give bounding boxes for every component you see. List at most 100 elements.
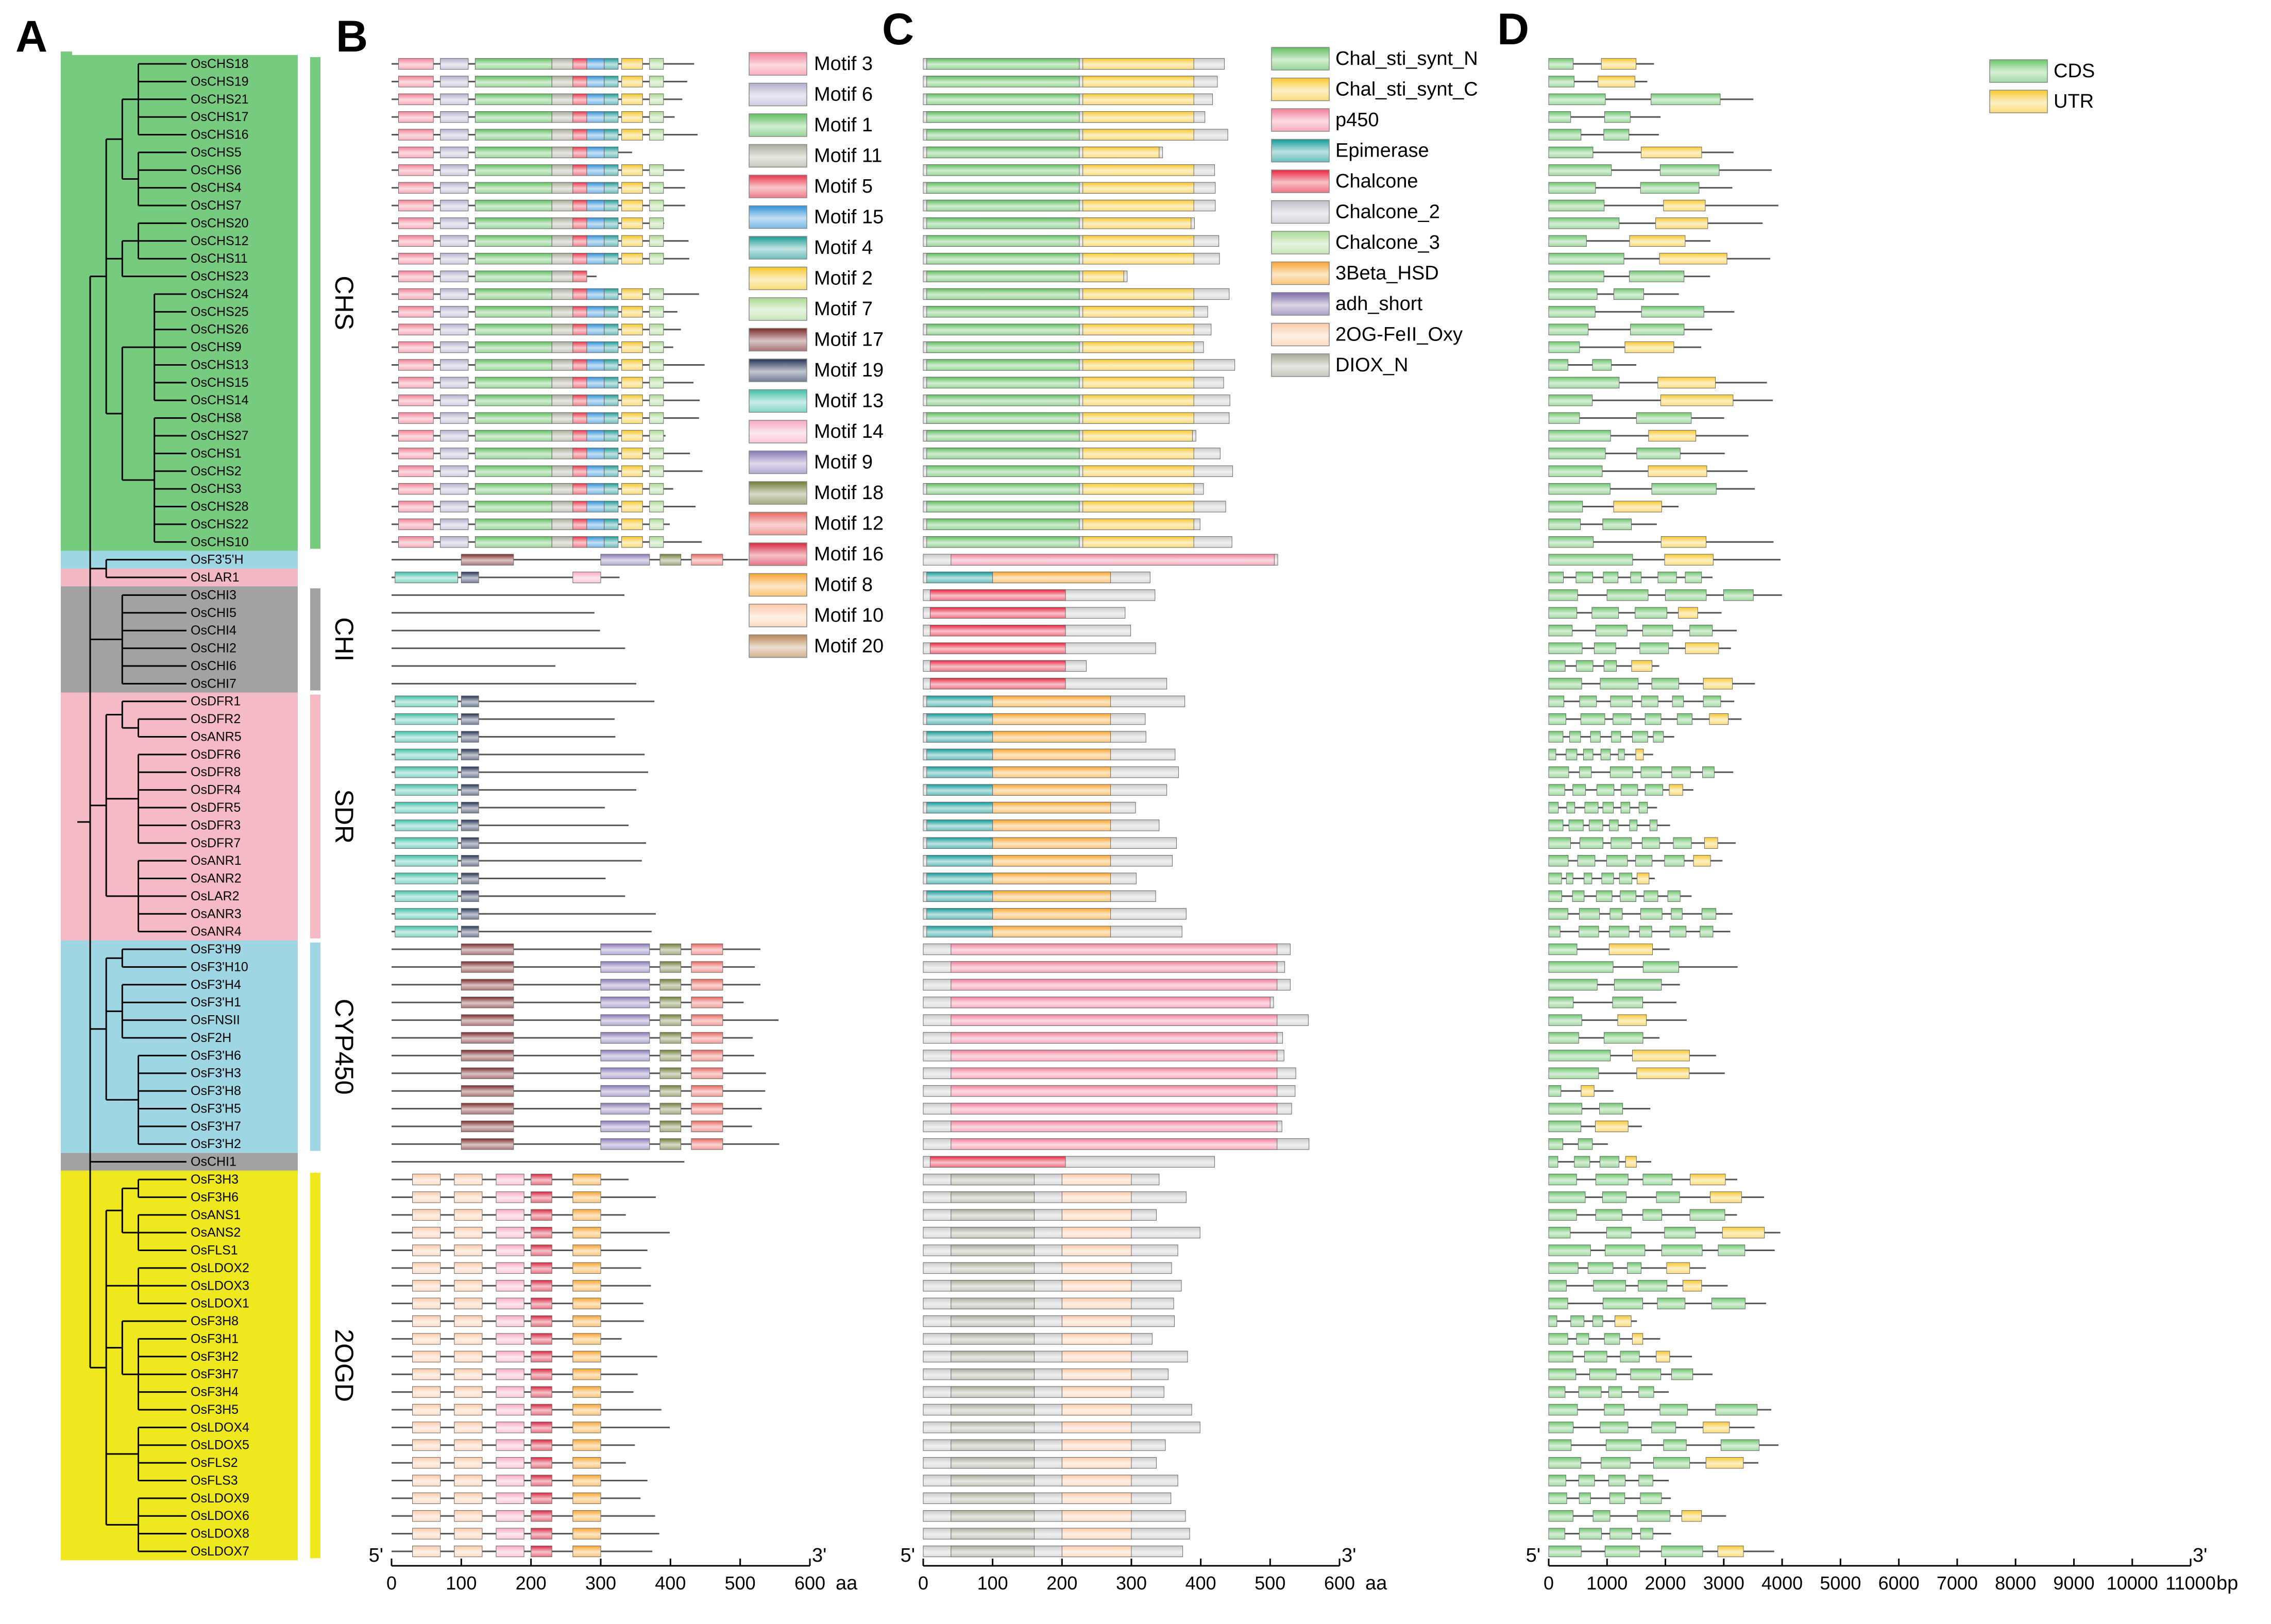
motif-box (398, 306, 434, 318)
gene-label: OsCHS16 (191, 128, 249, 142)
motif-box (621, 483, 643, 495)
motif-box (586, 129, 605, 141)
panel-letter-c: C (882, 5, 914, 54)
gene-label: OsF3'H6 (191, 1048, 241, 1063)
exon-box (1635, 854, 1653, 867)
domain-box (926, 518, 1080, 531)
motif-box (440, 235, 469, 247)
domain-box (1082, 111, 1194, 123)
clade-label-chs: CHS (330, 276, 359, 330)
gene-tick-label: 5000 (1820, 1572, 1861, 1594)
motif-box (440, 182, 469, 194)
gene-tick-label: 9000 (2053, 1572, 2094, 1594)
exon-box (1640, 908, 1663, 920)
domain-box (1061, 1244, 1132, 1256)
motif-box (496, 1226, 524, 1239)
motif-box (412, 1404, 441, 1416)
motif-box (572, 1351, 601, 1362)
motif-box (572, 270, 587, 282)
motif-box (412, 1422, 441, 1433)
exon-box (1689, 1173, 1726, 1186)
exon-box (1689, 1209, 1725, 1221)
domain-box (929, 625, 1066, 637)
exon-box (1606, 1226, 1632, 1239)
motif-box (454, 1351, 483, 1362)
motif-legend-swatch (749, 236, 807, 260)
domain-box (951, 1386, 1035, 1398)
exon-box (1548, 1120, 1582, 1133)
motif-box (572, 501, 587, 512)
gene-tick-label: 2000 (1645, 1572, 1686, 1594)
motif-box (621, 377, 643, 389)
motif-box (412, 1439, 441, 1451)
motif-box (496, 1351, 524, 1362)
gene-label: OsCHS14 (191, 393, 249, 407)
motif-box (600, 1085, 650, 1097)
motif-box (572, 1369, 601, 1380)
domain-legend-label: Chalcone_3 (1335, 232, 1440, 253)
motif-box (398, 395, 434, 406)
domain-box (926, 306, 1080, 318)
domain-box (951, 1439, 1035, 1451)
domain-box (992, 731, 1111, 743)
motif-box (691, 1138, 723, 1150)
motif-box (412, 1351, 441, 1362)
domain-tick-label: 200 (1046, 1572, 1077, 1594)
motif-box (659, 554, 682, 566)
motif-box (440, 146, 469, 159)
gene-label: OsF3'H4 (191, 978, 241, 992)
motif-unit-label: aa (836, 1572, 858, 1594)
motif-legend-swatch (749, 82, 807, 107)
domain-tick-label: 0 (918, 1572, 928, 1594)
motif-box (649, 182, 664, 194)
gene-label: OsDFR1 (191, 694, 241, 709)
exon-box (1604, 1404, 1624, 1416)
exon-box (1548, 1014, 1582, 1026)
gene-label: OsCHS5 (191, 145, 242, 160)
motif-box (496, 1528, 524, 1540)
domain-tick-label: 400 (1185, 1572, 1216, 1594)
motif-box (440, 359, 469, 371)
exon-box (1651, 1422, 1676, 1433)
motif-box (412, 1280, 441, 1292)
motif-box (496, 1386, 524, 1398)
motif-box (474, 430, 552, 442)
motif-box (649, 465, 664, 477)
motif-box (496, 1280, 524, 1292)
gene-label: OsF3H8 (191, 1314, 239, 1328)
exon-box (1625, 1156, 1637, 1168)
domain-legend-swatch (1271, 322, 1330, 347)
motif-box (572, 1333, 601, 1345)
motif-box (454, 1315, 483, 1327)
domain-box (951, 1067, 1278, 1079)
domain-box (926, 713, 993, 725)
clade-band (61, 1170, 298, 1561)
exon-box (1653, 731, 1664, 743)
exon-box (1632, 731, 1648, 743)
motif-box (572, 518, 587, 531)
motif-box (474, 483, 552, 495)
domain-tick-label: 100 (977, 1572, 1008, 1594)
motif-box (395, 854, 459, 867)
domain-box (951, 1032, 1278, 1044)
exon-box (1615, 1315, 1632, 1327)
gene-label: OsCHS23 (191, 269, 249, 284)
gene-label: OsDFR6 (191, 747, 241, 762)
domain-tick-label: 600 (1324, 1572, 1355, 1594)
domain-legend-swatch (1271, 200, 1330, 224)
exon-box (1595, 1173, 1629, 1186)
exon-box (1656, 1191, 1680, 1203)
domain-box (1082, 146, 1160, 159)
domain-box (951, 1422, 1035, 1433)
motif-box (474, 93, 552, 105)
motif-box (398, 341, 434, 353)
motif-box (454, 1457, 483, 1469)
domain-box (1082, 306, 1194, 318)
motif-box (551, 412, 573, 424)
motif-box (604, 111, 619, 123)
gene-label: OsCHI1 (191, 1155, 236, 1169)
exon-box (1579, 926, 1599, 937)
exon-box (1718, 1244, 1745, 1256)
motif-box (572, 1457, 601, 1469)
